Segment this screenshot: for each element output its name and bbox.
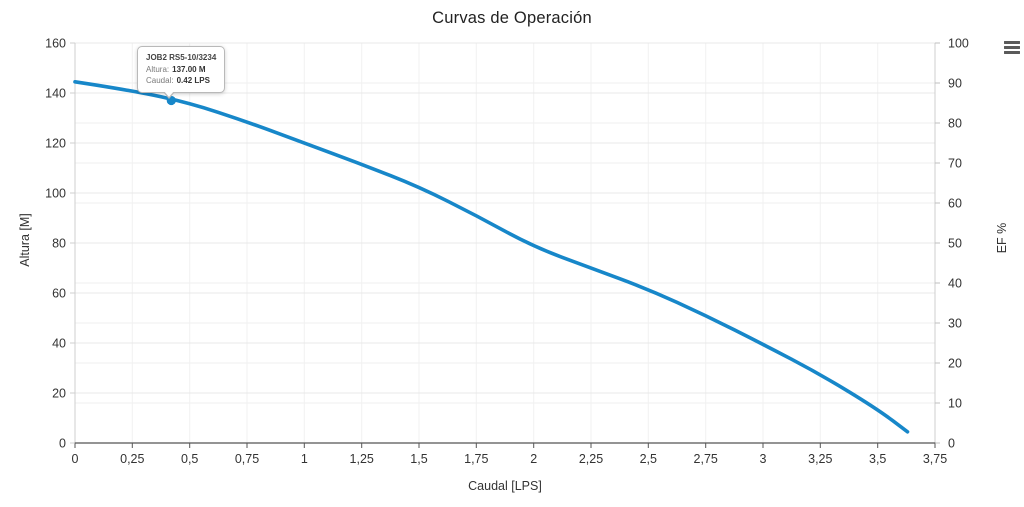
y-left-tick-label: 0 — [59, 437, 66, 451]
x-tick-label: 1,25 — [350, 452, 374, 466]
chart-title: Curvas de Operación — [432, 9, 592, 27]
x-tick-label: 1,5 — [410, 452, 427, 466]
y-left-tick-label: 160 — [45, 37, 66, 51]
curve-path — [73, 80, 910, 434]
y-left-tick-label: 120 — [45, 137, 66, 151]
y-left-tick-label: 20 — [52, 387, 66, 401]
y-right-tick-label: 80 — [948, 117, 962, 131]
y-right-tick-label: 100 — [948, 37, 969, 51]
y-left-tick-label: 140 — [45, 87, 66, 101]
x-tick-label: 0,25 — [120, 452, 144, 466]
y-left-tick-label: 80 — [52, 237, 66, 251]
x-tick-label: 1 — [301, 452, 308, 466]
y-left-tick-label: 100 — [45, 187, 66, 201]
y-right-tick-label: 50 — [948, 237, 962, 251]
y-left-tick-label: 40 — [52, 337, 66, 351]
hamburger-icon — [1004, 41, 1021, 54]
x-tick-label: 2,75 — [694, 452, 718, 466]
y-right-tick-label: 30 — [948, 317, 962, 331]
chart-context-menu-button[interactable] — [1004, 41, 1021, 56]
x-tick-label: 2,25 — [579, 452, 603, 466]
tooltip-row-caudal: Caudal: 0.42 LPS — [146, 76, 210, 86]
x-tick-label: 3 — [760, 452, 767, 466]
tooltip-series-name: JOB2 RS5-10/3234 — [146, 53, 217, 62]
y-right-tick-label: 60 — [948, 197, 962, 211]
y-right-tick-label: 10 — [948, 397, 962, 411]
tooltip-row-altura: Altura: 137.00 M — [146, 65, 206, 75]
marker-dot[interactable] — [166, 95, 176, 106]
x-tick-label: 0,75 — [235, 452, 259, 466]
tooltip: JOB2 RS5-10/3234 Altura: 137.00 M Caudal:… — [137, 46, 226, 99]
y-right-tick-label: 70 — [948, 157, 962, 171]
y-right-tick-label: 20 — [948, 357, 962, 371]
x-tick-label: 2 — [530, 452, 537, 466]
x-tick-label: 0,5 — [181, 452, 198, 466]
y-axis-label-left: Altura [M] — [18, 213, 32, 267]
y-right-tick-label: 40 — [948, 277, 962, 291]
x-tick-label: 0 — [72, 452, 79, 466]
x-tick-label: 2,5 — [640, 452, 657, 466]
x-axis-label: Caudal [LPS] — [468, 479, 542, 493]
x-tick-label: 3,75 — [923, 452, 947, 466]
y-left-tick-label: 60 — [52, 287, 66, 301]
x-tick-label: 1,75 — [464, 452, 488, 466]
x-tick-label: 3,5 — [869, 452, 886, 466]
x-tick-label: 3,25 — [808, 452, 832, 466]
y-right-tick-label: 0 — [948, 437, 955, 451]
y-axis-label-right: EF % — [995, 222, 1009, 254]
y-right-tick-label: 90 — [948, 77, 962, 91]
